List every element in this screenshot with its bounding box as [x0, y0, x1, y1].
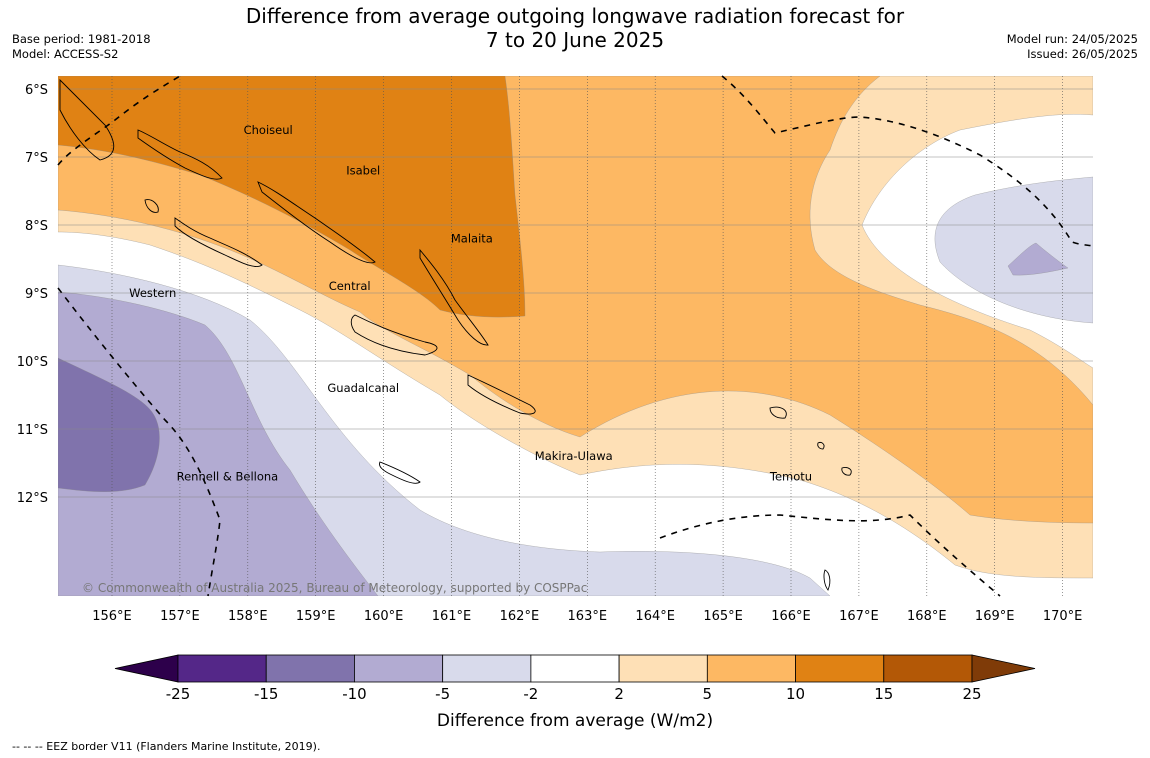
- place-label: Central: [329, 279, 371, 293]
- latitude-label: 8°S: [25, 219, 48, 234]
- chart-title: Difference from average outgoing longwav…: [0, 4, 1150, 52]
- place-label: Guadalcanal: [327, 381, 399, 395]
- latitude-gridlines: [58, 88, 1093, 498]
- island-vanikoro: [817, 442, 825, 450]
- island-isabel: [257, 181, 376, 264]
- base-period: Base period: 1981-2018: [12, 32, 151, 46]
- latitude-label: 6°S: [25, 83, 48, 98]
- longitude-label: 169°E: [975, 609, 1015, 624]
- island-choiseul: [137, 129, 223, 180]
- copyright-text: © Commonwealth of Australia 2025, Bureau…: [82, 581, 587, 595]
- colorbar-extend-min: [114, 654, 179, 683]
- contour-fill-p10-p15: [58, 76, 526, 318]
- colorbar-tick-label: -5: [435, 685, 450, 703]
- longitude-label: 168°E: [907, 609, 947, 624]
- latitude-label: 7°S: [25, 151, 48, 166]
- colorbar-swatch: [706, 654, 796, 683]
- title-line-1: Difference from average outgoing longwav…: [245, 4, 905, 28]
- place-label: Rennell & Bellona: [177, 470, 279, 484]
- place-label: Choiseul: [244, 123, 293, 137]
- place-label: Western: [129, 286, 176, 300]
- island-shortlands: [144, 199, 159, 213]
- longitude-label: 162°E: [500, 609, 540, 624]
- model-name: Model: ACCESS-S2: [12, 47, 119, 61]
- colorbar: -25 -15 -10 -5 -2 2 5 10 15 25: [114, 654, 1036, 703]
- eez-border-north-east: [721, 75, 1094, 247]
- latitude-label: 9°S: [25, 287, 48, 302]
- longitude-label: 164°E: [635, 609, 675, 624]
- title-line-2: 7 to 20 June 2025: [485, 28, 665, 52]
- meta-left: Base period: 1981-2018 Model: ACCESS-S2: [12, 32, 151, 62]
- longitude-label: 170°E: [1043, 609, 1083, 624]
- longitude-label: 157°E: [160, 609, 200, 624]
- island-anuta: [823, 569, 831, 591]
- model-run: Model run: 24/05/2025: [1006, 32, 1138, 46]
- island-santa-cruz: [769, 406, 787, 419]
- colorbar-tick-label: 5: [703, 685, 713, 703]
- latitude-label: 10°S: [17, 355, 48, 370]
- eez-border-png: [57, 75, 181, 166]
- colorbar-tick-label: -15: [254, 685, 279, 703]
- latitude-label: 11°S: [17, 423, 48, 438]
- longitude-label: 163°E: [568, 609, 608, 624]
- island-malaita: [419, 248, 489, 346]
- island-rennell: [379, 461, 421, 484]
- colorbar-tick-label: 10: [786, 685, 805, 703]
- eez-borders: [57, 75, 1094, 597]
- colorbar-swatch: [883, 654, 973, 683]
- longitude-label: 161°E: [432, 609, 472, 624]
- place-label: Makira-Ulawa: [535, 449, 613, 463]
- colorbar-swatch: [618, 654, 708, 683]
- island-new-georgia: [174, 217, 263, 267]
- longitude-label: 165°E: [703, 609, 743, 624]
- contour-fill-m15-m10: [58, 357, 160, 492]
- eez-border-vanuatu: [659, 514, 1001, 597]
- place-label: Isabel: [346, 164, 380, 178]
- map-figure: Choiseul Isabel Malaita Central Western Guada…: [17, 75, 1094, 731]
- colorbar-tick-label: 2: [614, 685, 624, 703]
- island-guadalcanal: [350, 314, 438, 356]
- longitude-labels: 156°E 157°E 158°E 159°E 160°E 161°E 162°E 163°E…: [92, 609, 1082, 624]
- island-bougainville-tip: [59, 78, 115, 161]
- island-utupua: [841, 467, 852, 476]
- colorbar-swatch: [795, 654, 885, 683]
- longitude-label: 160°E: [364, 609, 404, 624]
- colorbar-tick-label: -2: [523, 685, 538, 703]
- longitude-label: 166°E: [771, 609, 811, 624]
- place-label: Temotu: [769, 470, 812, 484]
- colorbar-swatch: [265, 654, 355, 683]
- colorbar-title: Difference from average (W/m2): [437, 711, 713, 731]
- map-frame: [58, 76, 1093, 596]
- meta-right: Model run: 24/05/2025 Issued: 26/05/2025: [1007, 32, 1138, 62]
- longitude-label: 156°E: [92, 609, 132, 624]
- colorbar-swatch: [177, 654, 267, 683]
- colorbar-swatch: [530, 654, 620, 683]
- eez-legend-note: -- -- -- EEZ border V11 (Flanders Marine…: [12, 740, 321, 753]
- coastlines: [59, 78, 852, 591]
- colorbar-tick-label: 15: [874, 685, 893, 703]
- colorbar-extend-max: [971, 654, 1036, 683]
- colorbar-swatch: [442, 654, 532, 683]
- colorbar-tick-label: -10: [342, 685, 367, 703]
- contour-fill-m10-m5: [58, 291, 379, 596]
- latitude-labels: 6°S 7°S 8°S 9°S 10°S 11°S 12°S: [17, 83, 48, 506]
- colorbar-tick-label: 25: [962, 685, 981, 703]
- island-makira: [467, 374, 536, 415]
- place-labels: Choiseul Isabel Malaita Central Western Guada…: [129, 123, 812, 484]
- colorbar-tick-label: -25: [166, 685, 191, 703]
- latitude-label: 12°S: [17, 491, 48, 506]
- longitude-label: 159°E: [296, 609, 336, 624]
- longitude-label: 158°E: [228, 609, 268, 624]
- longitude-label: 167°E: [839, 609, 879, 624]
- issued-date: Issued: 26/05/2025: [1027, 47, 1138, 61]
- colorbar-swatch: [354, 654, 444, 683]
- place-label: Malaita: [451, 232, 493, 246]
